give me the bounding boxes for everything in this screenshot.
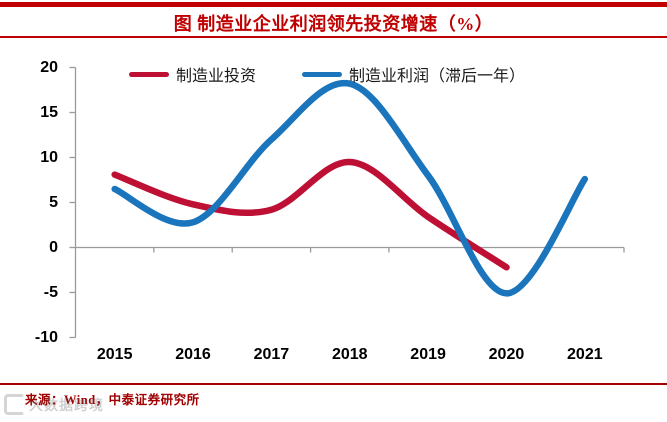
x-axis-label: 2015 [96,346,133,363]
y-axis-label: 0 [49,238,58,256]
x-axis-label: 2019 [410,346,446,363]
legend-label: 制造业利润（滞后一年） [349,68,526,85]
x-axis-label: 2020 [488,346,525,363]
legend-item: 制造业投资 [129,62,256,86]
x-axis-label: 2018 [331,346,368,363]
series-line-0 [111,158,510,271]
y-axis-label: -5 [43,283,58,301]
legend-swatch [302,71,343,77]
series-line-1 [111,79,589,297]
source-rule [0,383,667,385]
x-axis-label: 2021 [567,346,603,363]
legend-item: 制造业利润（滞后一年） [302,62,525,86]
watermark-text: 大数据跨境 [29,398,104,414]
chart-legend: 制造业投资 制造业利润（滞后一年） [129,62,525,86]
legend-label: 制造业投资 [176,68,257,85]
source-text: 来源：Wind，中泰证券研究所 [25,393,200,407]
y-axis-label: 15 [40,103,58,121]
legend-swatch [129,71,169,77]
title-rule [0,36,667,38]
top-accent-bar [0,2,667,7]
y-axis-label: 10 [40,148,58,166]
y-axis-label: -10 [34,328,58,346]
watermark: 大数据跨境 [4,394,104,415]
y-axis-label: 20 [40,58,58,76]
x-axis-label: 2017 [253,346,290,363]
watermark-logo-icon [4,394,25,415]
chart-title: 图 制造业企业利润领先投资增速（%） [173,14,494,34]
x-axis-label: 2016 [175,346,211,363]
y-axis-label: 5 [49,193,58,211]
